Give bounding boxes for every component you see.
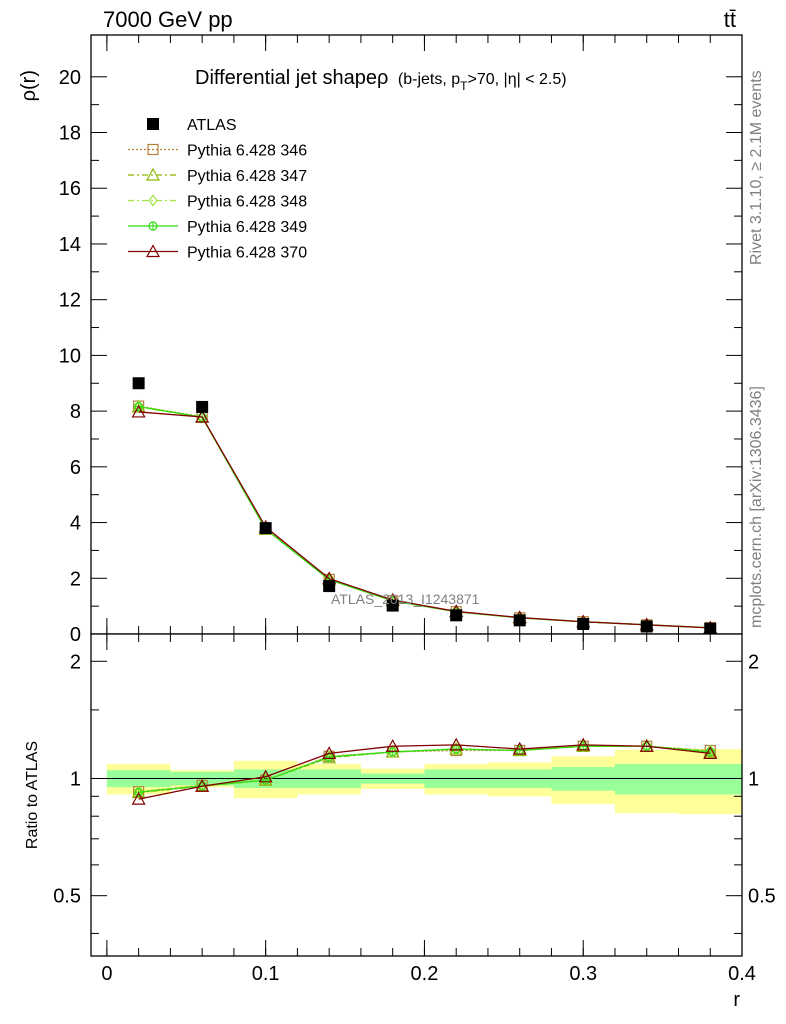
main-title: Differential jet shapeρ (b-jets, pT>70, … — [195, 67, 567, 93]
ratio-series-point — [639, 738, 654, 752]
atlas-data-point — [323, 580, 336, 593]
main-series-point — [195, 409, 210, 423]
legend-label: Pythia 6.428 348 — [187, 194, 307, 211]
legend-marker — [148, 221, 158, 231]
ratio-series-point — [195, 779, 210, 792]
main-series-point — [133, 400, 144, 413]
ratio-y-tick-label: 1 — [70, 768, 81, 790]
ratio-series-point — [260, 774, 271, 787]
x-tick-label: 0 — [101, 963, 112, 985]
rivet-version-label: Rivet 3.1.10, ≥ 2.1M events — [748, 70, 765, 265]
main-series-point — [131, 404, 146, 418]
ratio-series-line — [138, 745, 711, 793]
ratio-series-point — [385, 738, 400, 752]
watermark: ATLAS_2013_I1243871 — [331, 591, 480, 607]
atlas-data-point — [386, 599, 399, 612]
legend-marker — [147, 118, 159, 130]
main-y-tick-label: 10 — [59, 345, 81, 367]
main-y-tick-label: 16 — [59, 178, 81, 200]
ratio-series-point — [131, 791, 146, 805]
main-y-tick-label: 6 — [70, 457, 81, 479]
main-y-tick-label: 8 — [70, 401, 81, 423]
ratio-series-point — [512, 741, 527, 755]
legend: ATLAS Pythia 6.428 346 Pythia 6.428 347 Pyt… — [128, 117, 307, 262]
legend-marker — [147, 143, 159, 156]
main-series-line — [138, 411, 711, 629]
legend-item: Pythia 6.428 348 — [128, 194, 307, 211]
legend-marker — [145, 244, 161, 258]
header-process: tt̄ — [724, 7, 736, 32]
mcplots-label: mcplots.cern.ch [arXiv:1306.3436] — [748, 386, 765, 628]
ratio-series-point — [322, 746, 337, 759]
ratio-y-tick-label-right: 2 — [748, 651, 759, 673]
legend-label: Pythia 6.428 349 — [187, 219, 307, 236]
legend-label: Pythia 6.428 347 — [187, 168, 307, 185]
ratio-panel: 0.5 0.5 1 1 2 2 0 0.1 0.2 0.3 0.4 Ratio to ATLAS r — [24, 633, 776, 1011]
ratio-y-axis-label: Ratio to ATLAS — [24, 741, 41, 849]
x-tick-label: 0.1 — [252, 963, 280, 985]
uncertainty-band-inner — [678, 763, 742, 795]
uncertainty-band-inner — [614, 763, 679, 795]
header-energy: 7000 GeV pp — [103, 7, 233, 32]
ratio-series-point — [703, 746, 718, 759]
legend-label: Pythia 6.428 370 — [187, 245, 307, 262]
ratio-frame — [90, 633, 743, 957]
legend-label: Pythia 6.428 346 — [187, 143, 307, 160]
x-tick-label: 0.3 — [569, 963, 597, 985]
atlas-data-point — [132, 377, 145, 390]
legend-label: ATLAS — [187, 117, 237, 134]
ratio-series-point — [449, 737, 464, 751]
ratio-y-tick-label: 2 — [70, 651, 81, 673]
main-y-tick-label: 0 — [70, 624, 81, 646]
main-y-tick-label: 4 — [70, 513, 81, 535]
ratio-series-line — [138, 744, 711, 800]
main-panel: 0 2 4 6 8 10 12 14 16 18 20 Differential jet shape… — [18, 34, 743, 646]
atlas-data-point — [259, 522, 272, 535]
ratio-series-point — [258, 769, 273, 783]
main-y-tick-label: 2 — [70, 568, 81, 590]
ratio-y-tick-label-right: 1 — [748, 768, 759, 790]
ratio-plot-area: 0.5 0.5 1 1 2 2 0 0.1 0.2 0.3 0.4 — [53, 633, 776, 985]
ratio-series-point — [451, 743, 461, 756]
ratio-series-point — [387, 745, 398, 758]
atlas-data-point — [577, 617, 590, 630]
main-y-tick-label: 20 — [59, 67, 81, 89]
ratio-series-point — [388, 747, 398, 757]
legend-marker — [145, 167, 161, 181]
legend-item: Pythia 6.428 349 — [128, 219, 307, 236]
legend-item: ATLAS — [147, 117, 237, 134]
ratio-series-point — [451, 744, 461, 754]
main-y-axis-label: ρ(r) — [18, 70, 40, 101]
atlas-data-point — [196, 400, 209, 413]
x-tick-label: 0.4 — [728, 963, 756, 985]
main-y-tick-label: 12 — [59, 290, 81, 312]
atlas-data-point — [513, 614, 526, 627]
ratio-y-tick-label: 0.5 — [53, 886, 81, 908]
ratio-series-point — [576, 737, 591, 751]
main-y-tick-label: 18 — [59, 123, 81, 145]
legend-item: Pythia 6.428 346 — [128, 143, 307, 160]
x-tick-label: 0.2 — [411, 963, 439, 985]
ratio-y-tick-label-right: 0.5 — [748, 886, 776, 908]
main-y-tick-label: 14 — [59, 234, 81, 256]
legend-marker — [148, 194, 158, 207]
atlas-data-point — [704, 622, 717, 635]
main-plot-area: 0 2 4 6 8 10 12 14 16 18 20 — [59, 34, 743, 646]
x-axis-label: r — [733, 989, 740, 1011]
atlas-data-point — [450, 609, 463, 622]
legend-item: Pythia 6.428 370 — [128, 244, 307, 262]
legend-item: Pythia 6.428 347 — [128, 167, 307, 185]
atlas-data-point — [640, 620, 653, 633]
